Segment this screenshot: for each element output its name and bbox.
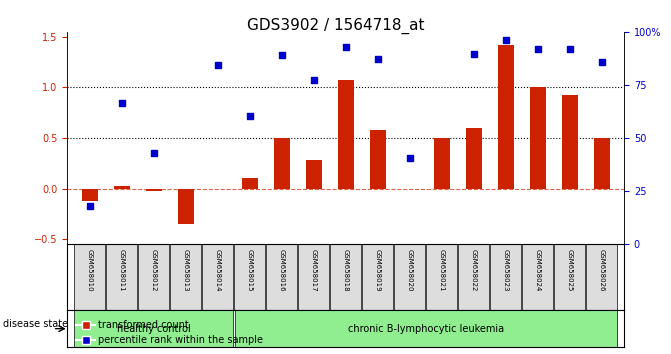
Point [244, 113, 255, 119]
Text: GSM658021: GSM658021 [439, 250, 445, 292]
Bar [594, 138, 610, 189]
Text: GSM658010: GSM658010 [87, 250, 93, 292]
Point [564, 46, 575, 52]
FancyBboxPatch shape [106, 244, 137, 310]
Point [116, 100, 127, 105]
Bar [113, 187, 130, 189]
Text: GSM658017: GSM658017 [311, 250, 317, 292]
Text: GSM658018: GSM658018 [343, 250, 348, 292]
FancyBboxPatch shape [491, 244, 521, 310]
FancyBboxPatch shape [266, 244, 297, 310]
FancyBboxPatch shape [236, 310, 617, 347]
Point [404, 155, 415, 161]
Point [372, 56, 383, 62]
Point [597, 59, 607, 65]
Text: GSM658026: GSM658026 [599, 250, 605, 292]
FancyBboxPatch shape [298, 244, 329, 310]
Bar [529, 87, 546, 189]
FancyBboxPatch shape [234, 244, 265, 310]
Point [276, 52, 287, 58]
Bar [274, 138, 290, 189]
Text: GSM658015: GSM658015 [246, 250, 252, 292]
FancyBboxPatch shape [586, 244, 617, 310]
Bar [178, 189, 193, 224]
FancyBboxPatch shape [74, 310, 233, 347]
Bar [466, 128, 482, 189]
FancyBboxPatch shape [554, 244, 585, 310]
Text: healthy control: healthy control [117, 324, 191, 334]
FancyBboxPatch shape [458, 244, 489, 310]
FancyBboxPatch shape [202, 244, 233, 310]
Point [148, 150, 159, 156]
Point [212, 62, 223, 68]
FancyBboxPatch shape [330, 244, 361, 310]
Bar [305, 160, 321, 189]
Text: GSM658011: GSM658011 [119, 250, 125, 292]
Text: GSM658023: GSM658023 [503, 250, 509, 292]
Bar [498, 45, 513, 189]
Bar [338, 80, 354, 189]
FancyBboxPatch shape [362, 244, 393, 310]
Text: GSM658024: GSM658024 [535, 250, 541, 292]
Point [84, 203, 95, 209]
Point [501, 37, 511, 43]
FancyBboxPatch shape [138, 244, 169, 310]
Text: GSM658012: GSM658012 [150, 250, 156, 292]
Text: GSM658014: GSM658014 [215, 250, 221, 292]
Text: GSM658020: GSM658020 [407, 250, 413, 292]
Point [468, 51, 479, 57]
Bar [433, 138, 450, 189]
Point [532, 46, 543, 52]
Bar [370, 130, 386, 189]
Bar [242, 178, 258, 189]
Text: chronic B-lymphocytic leukemia: chronic B-lymphocytic leukemia [348, 324, 504, 334]
Text: GSM658025: GSM658025 [566, 250, 572, 292]
Point [340, 44, 351, 50]
FancyBboxPatch shape [395, 244, 425, 310]
FancyBboxPatch shape [170, 244, 201, 310]
Legend: transformed count, percentile rank within the sample: transformed count, percentile rank withi… [72, 316, 267, 349]
Text: disease state: disease state [3, 319, 68, 329]
Text: GSM658013: GSM658013 [183, 250, 189, 292]
Bar [146, 189, 162, 190]
Text: GSM658016: GSM658016 [278, 250, 285, 292]
FancyBboxPatch shape [426, 244, 457, 310]
FancyBboxPatch shape [522, 244, 553, 310]
Text: GDS3902 / 1564718_at: GDS3902 / 1564718_at [247, 18, 424, 34]
Bar [81, 189, 97, 201]
Point [308, 78, 319, 83]
FancyBboxPatch shape [74, 244, 105, 310]
Text: GSM658019: GSM658019 [374, 250, 380, 292]
Bar [562, 95, 578, 189]
Text: GSM658022: GSM658022 [470, 250, 476, 292]
